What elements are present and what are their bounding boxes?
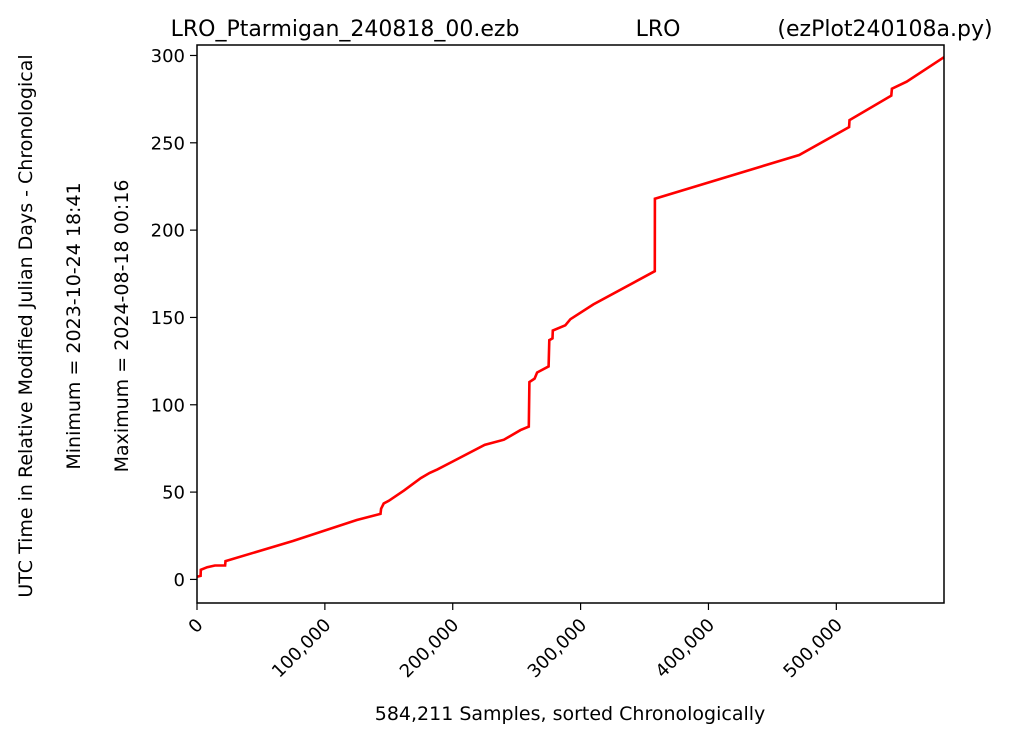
y-tick-label: 0 (174, 570, 185, 591)
y-axis-label-maximum: Maximum = 2024-08-18 00:16 (111, 180, 133, 473)
chart-title-center: LRO (636, 17, 681, 42)
x-tick-label: 100,000 (268, 615, 335, 682)
series-line (196, 56, 945, 579)
y-tick-label: 50 (162, 483, 185, 504)
x-axis-label: 584,211 Samples, sorted Chronologically (375, 703, 766, 725)
chart-title-left: LRO_Ptarmigan_240818_00.ezb (171, 17, 520, 42)
x-tick-label: 200,000 (396, 615, 463, 682)
x-tick-label: 400,000 (652, 615, 719, 682)
chart-title-right: (ezPlot240108a.py) (777, 17, 992, 42)
x-tick-label: 0 (185, 615, 208, 638)
y-tick-label: 200 (151, 221, 185, 242)
y-axis-label: UTC Time in Relative Modified Julian Day… (15, 54, 37, 597)
y-tick-label: 100 (151, 395, 185, 416)
x-tick-label: 300,000 (524, 615, 591, 682)
y-tick-label: 150 (151, 308, 185, 329)
x-tick-label: 500,000 (779, 615, 846, 682)
plot-area: 0 50 100 150 200 250 300 0 100,000 200,000 300,000… (151, 46, 945, 682)
y-tick-label: 300 (151, 46, 185, 67)
y-axis-label-minimum: Minimum = 2023-10-24 18:41 (63, 182, 85, 469)
plot-frame (196, 44, 945, 604)
y-tick-label: 250 (151, 133, 185, 154)
